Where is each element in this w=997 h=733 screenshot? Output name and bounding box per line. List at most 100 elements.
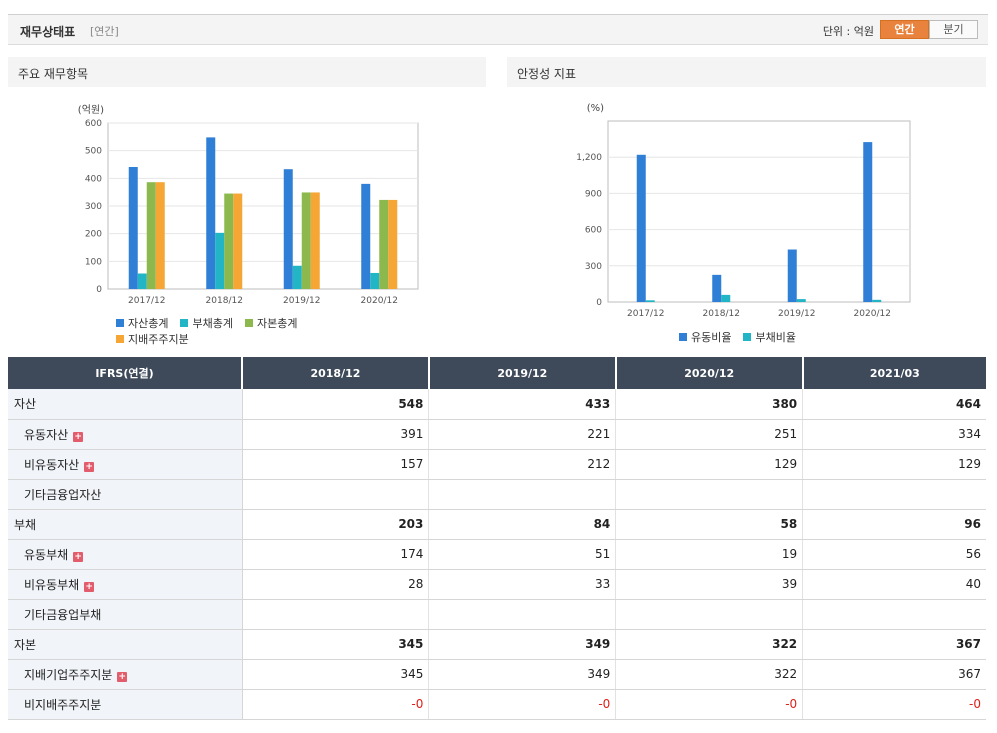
bar-2-1: [137, 273, 147, 289]
row-label-text: 비유동자산: [24, 457, 80, 472]
legend-swatch: [116, 335, 124, 343]
col-header-2018: 2018/12: [242, 357, 430, 389]
cell-value: 349: [428, 629, 617, 660]
legend-label: 유동비율: [691, 331, 732, 344]
cell-value: 157: [242, 449, 430, 480]
bar-3-3: [301, 192, 311, 289]
table-row: 기타금융업부채: [8, 599, 986, 630]
cell-value: -0: [615, 689, 804, 720]
legend-label: 부채비율: [755, 331, 796, 344]
y-axis-label: (억원): [78, 104, 104, 116]
cell-value: 349: [428, 659, 617, 690]
bar-1-3: [787, 249, 797, 302]
table-row: 비유동자산 +157 212 129 129: [8, 449, 986, 480]
legend-label: 자산총계: [128, 317, 169, 330]
bar-1-1: [128, 166, 138, 289]
cell-value: 212: [428, 449, 617, 480]
bar-2-1: [645, 300, 655, 302]
y-axis-label: (%): [587, 103, 604, 114]
bar-1-3: [283, 169, 293, 289]
row-label-text: 기타금융업부채: [24, 607, 102, 622]
bar-1-2: [712, 274, 722, 302]
row-label: 부채: [8, 509, 243, 540]
cell-value: 367: [802, 659, 986, 690]
cell-value: 28: [242, 569, 430, 600]
bar-3-1: [146, 182, 156, 289]
row-label-text: 자본: [14, 637, 37, 652]
cell-value: 174: [242, 539, 430, 570]
y-tick-label: 900: [585, 189, 602, 199]
x-tick-label: 2017/12: [627, 309, 664, 319]
cell-value: 548: [242, 389, 430, 420]
cell-value: [615, 599, 804, 630]
table-row: 지배기업주주지분 +345 349 322 367: [8, 659, 986, 690]
row-label-text: 유동자산: [24, 427, 69, 442]
expand-icon[interactable]: +: [73, 551, 84, 562]
cell-value: 39: [615, 569, 804, 600]
expand-icon[interactable]: +: [84, 581, 95, 592]
panel-stability: 안정성 지표 0 300 600 900 1,200 (%) 2017/12 2018/12 2…: [507, 57, 986, 357]
x-tick-label: 2017/12: [128, 296, 165, 306]
cell-value: 203: [242, 509, 430, 540]
row-label: 기타금융업부채: [8, 599, 243, 630]
table-row: 유동부채 +174 51 19 56: [8, 539, 986, 570]
legend-item: 유동비율: [679, 329, 731, 345]
row-label-text: 비지배주주지분: [24, 697, 102, 712]
bar-2-2: [721, 294, 731, 302]
expand-icon[interactable]: +: [117, 671, 128, 682]
table-row: 비유동부채 +28 33 39 40: [8, 569, 986, 600]
cell-value: 251: [615, 419, 804, 450]
cell-value: -0: [242, 689, 430, 720]
row-label: 지배기업주주지분 +: [8, 659, 243, 690]
panel-main-items: 주요 재무항목 0 100 200 300 400 500 600 (억원) 2017/12 20…: [8, 57, 486, 357]
plot-area: [607, 120, 911, 303]
expand-icon[interactable]: +: [84, 461, 95, 472]
cell-value: 464: [802, 389, 986, 420]
tab-annual[interactable]: 연간: [880, 20, 929, 39]
cell-value: 84: [428, 509, 617, 540]
legend-item: 자본총계: [244, 315, 298, 331]
bar-1-4: [863, 142, 873, 302]
legend-item: 부채총계: [180, 315, 233, 331]
bar-2-3: [292, 265, 302, 289]
bar-2-4: [872, 299, 882, 302]
bar-1-1: [636, 154, 646, 302]
expand-icon[interactable]: +: [73, 431, 84, 442]
row-label: 유동자산 +: [8, 419, 243, 450]
x-tick-label: 2018/12: [703, 309, 740, 319]
cell-value: 33: [428, 569, 617, 600]
tab-quarterly[interactable]: 분기: [929, 20, 978, 39]
row-label-text: 부채: [14, 517, 37, 532]
cell-value: 129: [615, 449, 804, 480]
chart-main-items: 0 100 200 300 400 500 600 (억원) 2017/12 2018/12 201…: [78, 104, 419, 306]
legend-stability: 유동비율 부채비율: [679, 329, 879, 345]
legend-item: 자산총계: [116, 315, 168, 331]
row-label: 유동부채 +: [8, 539, 243, 570]
row-label: 비유동자산 +: [8, 449, 243, 480]
row-label-text: 비유동부채: [24, 577, 80, 592]
cell-value: [802, 479, 986, 510]
legend-swatch: [679, 333, 687, 341]
bar-3-4: [379, 199, 389, 289]
cell-value: 19: [615, 539, 804, 570]
row-label-text: 지배기업주주지분: [24, 667, 113, 682]
row-label-text: 자산: [14, 397, 37, 412]
legend-label: 자본총계: [256, 317, 298, 330]
table-row: 기타금융업자산: [8, 479, 986, 510]
x-tick-label: 2019/12: [778, 309, 815, 319]
cell-value: [802, 599, 986, 630]
y-tick-label: 300: [585, 262, 602, 272]
cell-value: [615, 479, 804, 510]
col-header-2021: 2021/03: [802, 357, 986, 389]
row-label: 비지배주주지분: [8, 689, 243, 720]
cell-value: 51: [428, 539, 617, 570]
legend-main-items: 자산총계 부채총계 자본총계 지배주주지분: [116, 315, 416, 347]
cell-value: 58: [615, 509, 804, 540]
bar-3-2: [224, 193, 234, 289]
cell-value: 221: [428, 419, 617, 450]
cell-value: [428, 479, 617, 510]
y-tick-label: 300: [85, 202, 102, 212]
unit-label: 단위 : 억원: [822, 25, 874, 38]
bar-2-3: [796, 299, 806, 302]
cell-value: 433: [428, 389, 617, 420]
